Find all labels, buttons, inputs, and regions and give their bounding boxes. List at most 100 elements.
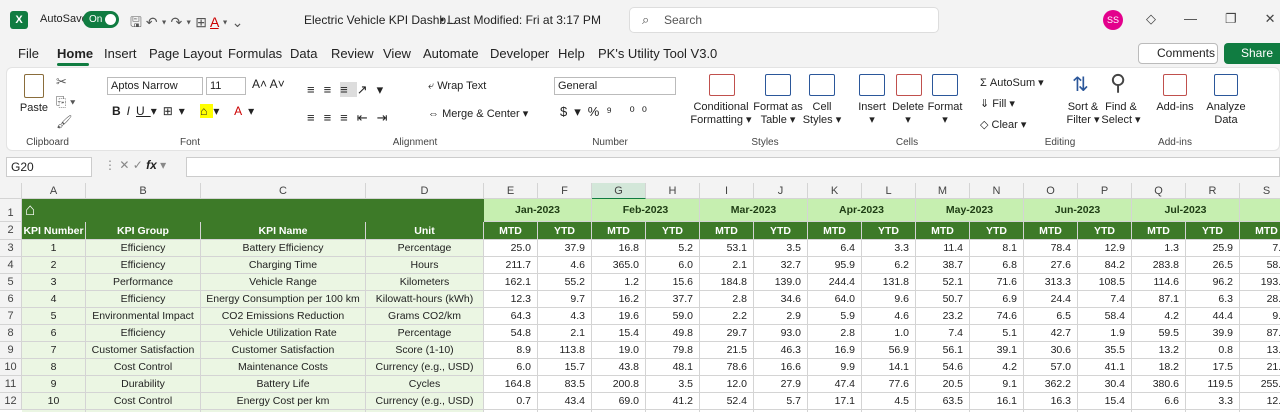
home-icon[interactable]: ⌂ bbox=[25, 200, 36, 219]
menu-tab[interactable]: Developer bbox=[490, 46, 550, 61]
menu-tab[interactable]: Automate bbox=[423, 46, 479, 61]
column-header[interactable]: H bbox=[646, 183, 700, 199]
menu-tab[interactable]: File bbox=[18, 46, 39, 61]
menu-tab[interactable]: View bbox=[383, 46, 411, 61]
row-header[interactable]: 11 bbox=[0, 376, 22, 393]
row-header[interactable]: 4 bbox=[0, 257, 22, 274]
column-header[interactable]: G bbox=[592, 183, 646, 199]
menu-tab[interactable]: Review bbox=[331, 46, 374, 61]
column-header[interactable]: N bbox=[970, 183, 1024, 199]
cell: 380.6 bbox=[1132, 376, 1186, 393]
qat-icons[interactable]: 🖫 ↶ ▾ ↷ ▾ ⊞ A ▾ ⌄ bbox=[130, 14, 244, 30]
column-header[interactable]: O bbox=[1024, 183, 1078, 199]
editing-list[interactable]: Σ AutoSum ▾ ⇓ Fill ▾ ◇ Clear ▾ bbox=[980, 77, 1044, 131]
column-header[interactable]: I bbox=[700, 183, 754, 199]
find-label[interactable]: Find & Select ▾ bbox=[1101, 101, 1141, 126]
row-header[interactable]: 8 bbox=[0, 325, 22, 342]
clipboard-icons[interactable]: ✂ ⎘ ▾ 🖌 bbox=[56, 74, 76, 129]
row-header[interactable]: 7 bbox=[0, 308, 22, 325]
sort-icon[interactable]: ⇅ bbox=[1072, 74, 1089, 96]
delete-label[interactable]: Delete ▾ bbox=[892, 101, 924, 126]
row-header[interactable]: 12 bbox=[0, 393, 22, 410]
font-name-box[interactable]: Aptos Narrow bbox=[107, 77, 203, 95]
column-header[interactable]: F bbox=[538, 183, 592, 199]
format-icon[interactable] bbox=[932, 74, 958, 96]
cell: 83.5 bbox=[538, 376, 592, 393]
cell bbox=[916, 410, 970, 412]
autosave-toggle[interactable]: On bbox=[83, 11, 119, 28]
delete-icon[interactable] bbox=[896, 74, 922, 96]
row-header[interactable]: 3 bbox=[0, 240, 22, 257]
cond-format-icon[interactable] bbox=[709, 74, 735, 96]
font-format-icons[interactable]: BIU▾⊞▾ ⌂▾ A▾ bbox=[112, 104, 261, 118]
cell: 54.6 bbox=[916, 359, 970, 376]
search-icon: ⌕ bbox=[642, 12, 650, 27]
row-header[interactable]: 6 bbox=[0, 291, 22, 308]
paste-icon[interactable] bbox=[24, 74, 44, 98]
cell: 24.4 bbox=[1024, 291, 1078, 308]
column-header[interactable]: P bbox=[1078, 183, 1132, 199]
menu-tab[interactable]: Formulas bbox=[228, 46, 283, 61]
filename[interactable]: Electric Vehicle KPI Dashb... bbox=[304, 13, 457, 27]
search-box[interactable]: ⌕ Search bbox=[629, 7, 939, 33]
addins-icon[interactable] bbox=[1163, 74, 1187, 96]
row-header[interactable]: 9 bbox=[0, 342, 22, 359]
cell: 87.1 bbox=[1132, 291, 1186, 308]
menu-tab[interactable]: Home bbox=[57, 46, 94, 61]
row-header[interactable]: 1 bbox=[0, 199, 22, 222]
menu-tab[interactable]: Data bbox=[290, 46, 318, 61]
column-header[interactable]: C bbox=[201, 183, 366, 199]
column-header[interactable]: E bbox=[484, 183, 538, 199]
column-header[interactable]: M bbox=[916, 183, 970, 199]
find-icon[interactable]: ⚲ bbox=[1110, 70, 1127, 95]
paste-label[interactable]: Paste bbox=[19, 102, 49, 114]
avatar[interactable]: SS bbox=[1103, 10, 1123, 30]
analyze-label[interactable]: Analyze Data bbox=[1202, 101, 1250, 127]
cond-format-label[interactable]: Conditional Formatting ▾ bbox=[690, 101, 752, 126]
menu-tab[interactable]: Insert bbox=[104, 46, 137, 61]
row-header[interactable]: 2 bbox=[0, 222, 22, 240]
format-table-label[interactable]: Format as Table ▾ bbox=[753, 101, 803, 126]
row-header[interactable]: 5 bbox=[0, 274, 22, 291]
menu-tab[interactable]: PK's Utility Tool V3.0 bbox=[598, 46, 718, 61]
number-icons[interactable]: $▾%⁹ ⁰⁰ bbox=[560, 104, 654, 119]
formula-input[interactable] bbox=[186, 157, 1280, 177]
column-header[interactable]: R bbox=[1186, 183, 1240, 199]
cell bbox=[808, 410, 862, 412]
cell: 3.5 bbox=[754, 240, 808, 257]
wrap-text[interactable]: ⤶ Wrap Text bbox=[428, 80, 487, 92]
sort-label[interactable]: Sort & Filter ▾ bbox=[1066, 101, 1100, 126]
column-header[interactable]: J bbox=[754, 183, 808, 199]
cell-styles-label[interactable]: Cell Styles ▾ bbox=[802, 101, 842, 126]
share-button[interactable]: Share bbox=[1224, 43, 1280, 64]
name-box[interactable]: G20 bbox=[6, 157, 92, 177]
column-header[interactable]: Q bbox=[1132, 183, 1186, 199]
number-format-box[interactable]: General bbox=[554, 77, 676, 95]
column-header[interactable]: L bbox=[862, 183, 916, 199]
row-header[interactable]: 10 bbox=[0, 359, 22, 376]
menu-tab[interactable]: Page Layout bbox=[149, 46, 223, 61]
insert-label[interactable]: Insert ▾ bbox=[858, 101, 886, 126]
column-header[interactable]: K bbox=[808, 183, 862, 199]
cell: 6.4 bbox=[808, 240, 862, 257]
cell: 41.2 bbox=[646, 393, 700, 410]
alignment-icons[interactable]: ≡≡≡↗▾ ≡≡≡⇤⇥ bbox=[307, 82, 397, 125]
addins-label[interactable]: Add-ins bbox=[1156, 101, 1194, 113]
analyze-icon[interactable] bbox=[1214, 74, 1238, 96]
formula-icons[interactable]: ⋮ ✕ ✓ fx ▾ bbox=[104, 158, 167, 172]
last-modified[interactable]: • Last Modified: Fri at 3:17 PM bbox=[440, 13, 601, 27]
merge-center[interactable]: ⇔ Merge & Center ▾ bbox=[428, 108, 529, 120]
comments-button[interactable]: Comments bbox=[1138, 43, 1218, 64]
column-header[interactable]: D bbox=[366, 183, 484, 199]
window-controls[interactable]: ◇—❐✕ bbox=[1146, 11, 1276, 26]
column-header[interactable]: B bbox=[86, 183, 201, 199]
format-table-icon[interactable] bbox=[765, 74, 791, 96]
menu-tab[interactable]: Help bbox=[558, 46, 585, 61]
format-label[interactable]: Format ▾ bbox=[927, 101, 963, 126]
cell-styles-icon[interactable] bbox=[809, 74, 835, 96]
font-grow-icons[interactable]: A˄ A˅ bbox=[252, 77, 285, 91]
column-header[interactable]: A bbox=[22, 183, 86, 199]
column-header[interactable]: S bbox=[1240, 183, 1280, 199]
font-size-box[interactable]: 11 bbox=[206, 77, 246, 95]
insert-icon[interactable] bbox=[859, 74, 885, 96]
